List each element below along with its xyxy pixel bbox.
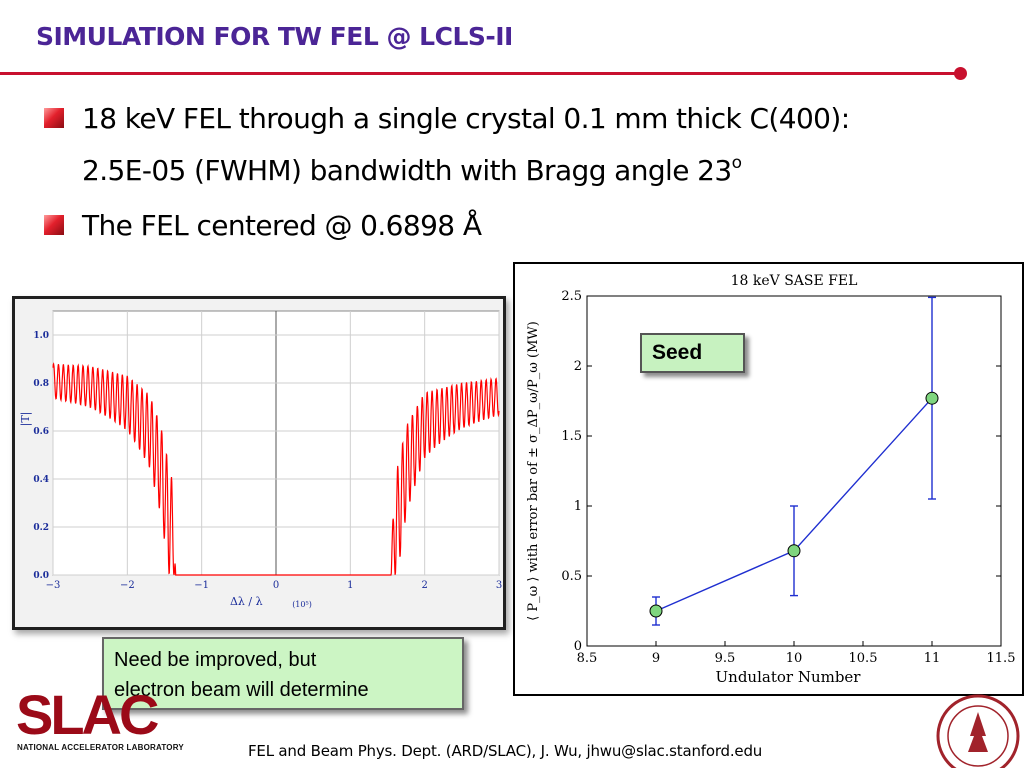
transmission-curve xyxy=(52,362,500,576)
y-tick-label: 0 xyxy=(574,639,582,654)
bullet-item: The FEL centered @ 0.6898 Å xyxy=(44,203,1004,248)
footer-credit: FEL and Beam Phys. Dept. (ARD/SLAC), J. … xyxy=(248,742,763,760)
y-tick-label: 0.6 xyxy=(33,427,49,437)
x-tick-label: 11 xyxy=(924,651,941,666)
data-point xyxy=(925,391,939,405)
y-axis-label: ⟨ P_ω ⟩ with error bar of ± σ_ΔP_ω/P_ω (… xyxy=(526,321,541,621)
title-divider-dot xyxy=(954,67,967,80)
bullet-marker-icon xyxy=(44,108,64,128)
bullet-text-line: 18 keV FEL through a single crystal 0.1 … xyxy=(82,102,850,135)
slac-logo-wordmark: SLAC xyxy=(16,684,158,746)
transmission-chart: −3 −2 −1 0 1 2 3 0.0 0.2 0.4 0.6 0.8 1.0 |T| Δλ / λ (10… xyxy=(15,299,503,627)
note-line: Need be improved, but xyxy=(114,649,317,671)
chart-title: 18 keV SASE FEL xyxy=(731,273,858,289)
y-tick-label: 1.5 xyxy=(561,429,582,444)
x-tick-label: 9.5 xyxy=(715,651,736,666)
x-tick-label: 1 xyxy=(347,580,353,591)
slide-title: SIMULATION FOR TW FEL @ LCLS-II xyxy=(36,22,513,51)
note-line: electron beam will determine xyxy=(114,679,369,701)
x-tick-label: 9 xyxy=(652,651,660,666)
x-tick-label: 0 xyxy=(273,580,279,591)
stanford-seal-icon xyxy=(936,694,1020,768)
bullet-list: 18 keV FEL through a single crystal 0.1 … xyxy=(44,96,1004,258)
x-axis-unit: (10⁵) xyxy=(292,600,312,609)
y-tick-label: 0.0 xyxy=(33,571,49,581)
slac-logo: SLAC xyxy=(16,684,161,746)
x-tick-label: 3 xyxy=(496,580,502,591)
x-axis-label: Δλ / λ xyxy=(230,595,263,608)
data-point xyxy=(649,604,663,618)
bullet-text-line: 2.5E-05 (FWHM) bandwidth with Bragg angl… xyxy=(82,141,1004,193)
y-axis-label: |T| xyxy=(19,412,33,427)
y-tick-label: 1.0 xyxy=(33,331,49,341)
bullet-marker-icon xyxy=(44,215,64,235)
slac-logo-subtitle: NATIONAL ACCELERATOR LABORATORY xyxy=(17,743,184,752)
bullet-text-line: The FEL centered @ 0.6898 Å xyxy=(82,209,482,242)
sase-figure: 18 keV SASE FEL 8.5 9 9.5 10 10.5 11 11.5 0 0.5 1 1… xyxy=(513,262,1024,696)
x-tick-label: −1 xyxy=(194,580,209,591)
y-tick-label: 0.5 xyxy=(561,569,582,584)
y-tick-label: 0.2 xyxy=(33,523,49,533)
x-tick-label: 11.5 xyxy=(987,651,1016,666)
bullet-item: 18 keV FEL through a single crystal 0.1 … xyxy=(44,96,1004,193)
x-axis-label: Undulator Number xyxy=(716,668,862,686)
x-tick-label: 10 xyxy=(786,651,803,666)
y-tick-label: 0.8 xyxy=(33,379,49,389)
y-tick-label: 2.5 xyxy=(561,289,582,304)
title-divider xyxy=(0,72,962,75)
y-tick-label: 2 xyxy=(574,359,582,374)
data-point xyxy=(787,544,801,558)
x-tick-label: 10.5 xyxy=(849,651,878,666)
transmission-figure: −3 −2 −1 0 1 2 3 0.0 0.2 0.4 0.6 0.8 1.0 |T| Δλ / λ (10… xyxy=(12,296,506,630)
bullet-text-segment: 2.5E-05 (FWHM) bandwidth with Bragg angl… xyxy=(82,154,732,187)
note-callout: Need be improved, but electron beam will… xyxy=(102,637,464,710)
x-tick-label: −3 xyxy=(46,580,61,591)
degree-superscript: o xyxy=(731,153,742,173)
seed-callout: Seed xyxy=(640,333,745,373)
x-tick-label: −2 xyxy=(120,580,135,591)
x-tick-label: 2 xyxy=(421,580,427,591)
y-tick-label: 0.4 xyxy=(33,475,49,485)
y-tick-label: 1 xyxy=(574,499,582,514)
x-tick-label: 8.5 xyxy=(577,651,598,666)
